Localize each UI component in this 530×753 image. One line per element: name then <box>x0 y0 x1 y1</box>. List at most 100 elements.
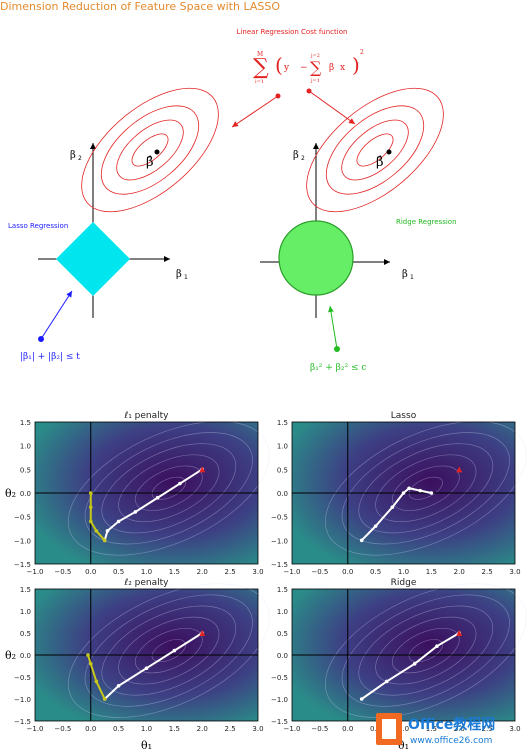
cost-formula: M ∑ i=1 ( y − j=2 ∑ j=1 β x ) 2 <box>253 49 364 85</box>
target-marker <box>456 630 463 636</box>
cost-label: Linear Regression Cost function <box>237 28 348 36</box>
y-tick: 1.5 <box>277 586 288 594</box>
svg-text:β: β <box>329 63 334 73</box>
plot-xlabel: θ₁ <box>141 739 152 752</box>
data-point <box>88 519 93 524</box>
svg-text:y: y <box>283 63 290 73</box>
x-tick: 0.0 <box>342 725 353 733</box>
svg-text:Office教程网: Office教程网 <box>408 716 495 733</box>
svg-text:): ) <box>352 53 360 77</box>
data-point <box>390 505 395 510</box>
x-tick: 2.5 <box>225 725 236 733</box>
svg-text:∑: ∑ <box>253 55 269 80</box>
left-contours <box>81 87 219 213</box>
x-tick: −1.0 <box>27 568 44 576</box>
target-marker <box>199 630 206 636</box>
target-marker <box>199 466 206 473</box>
ridge-label: Ridge Regression <box>396 218 457 226</box>
x-tick: −1.0 <box>284 725 301 733</box>
svg-text:β: β <box>402 269 408 280</box>
data-point <box>401 491 406 495</box>
svg-text:∑: ∑ <box>310 58 322 77</box>
x-tick: 0.5 <box>113 568 124 576</box>
right-contours <box>306 87 444 213</box>
data-point <box>429 491 434 495</box>
plot-title: ℓ₁ penalty <box>123 411 169 421</box>
data-point <box>133 510 138 514</box>
y-tick: 0.0 <box>277 652 288 660</box>
svg-text:2: 2 <box>301 155 305 162</box>
x-tick: 2.5 <box>482 568 493 576</box>
svg-text:2: 2 <box>360 49 364 56</box>
data-point <box>172 648 177 653</box>
plot-title: ℓ₂ penalty <box>123 578 169 588</box>
x-tick: 0.5 <box>113 725 124 733</box>
data-point <box>359 697 364 701</box>
x-tick: −0.5 <box>311 725 328 733</box>
data-point <box>178 481 182 486</box>
y-tick: −1.5 <box>14 561 31 569</box>
x-tick: −1.0 <box>27 725 44 733</box>
data-point <box>105 529 110 533</box>
x-tick: −0.5 <box>54 568 71 576</box>
svg-text:x: x <box>340 63 345 73</box>
data-point <box>86 653 90 657</box>
svg-text:(: ( <box>275 53 283 77</box>
x-tick: 1.5 <box>426 725 437 733</box>
data-point <box>359 538 364 543</box>
x-tick: 2.0 <box>197 568 208 576</box>
x-tick: 3.0 <box>252 568 263 576</box>
y-tick: −1.0 <box>271 537 288 545</box>
watermark-logo: Office教程网 www.office26.com <box>376 709 526 749</box>
y-tick: −1.0 <box>14 696 31 704</box>
svg-text:β: β <box>176 269 182 280</box>
series-line <box>87 654 106 700</box>
data-point <box>94 679 99 684</box>
page-title: Dimension Reduction of Feature Space wit… <box>0 0 280 13</box>
y-tick: 0.0 <box>20 490 31 498</box>
x-tick: 1.5 <box>169 568 180 576</box>
y-tick: 0.5 <box>277 466 288 474</box>
plots-group: ℓ₁ penaltyθ₂1.51.00.50.0−0.5−1.0−1.5−1.0… <box>5 411 527 752</box>
data-point <box>94 529 99 533</box>
data-point <box>418 488 423 493</box>
x-tick: 2.5 <box>482 725 493 733</box>
x-tick: 0.5 <box>370 725 381 733</box>
y-tick: 1.0 <box>277 608 288 616</box>
x-tick: 1.5 <box>169 725 180 733</box>
data-point <box>155 495 160 500</box>
svg-text:j=1: j=1 <box>310 78 320 84</box>
plot-xlabel: θ₁ <box>398 739 409 752</box>
svg-text:β: β <box>70 150 76 161</box>
data-point <box>102 697 107 701</box>
data-point <box>384 679 389 684</box>
svg-text:M: M <box>257 51 263 58</box>
y-tick: 1.0 <box>20 608 31 616</box>
y-tick: 0.0 <box>277 490 288 498</box>
x-tick: 1.0 <box>141 725 152 733</box>
x-tick: 3.0 <box>252 725 263 733</box>
data-point <box>88 505 93 510</box>
x-tick: 2.5 <box>225 568 236 576</box>
x-tick: −1.0 <box>284 568 301 576</box>
y-tick: −1.0 <box>271 696 288 704</box>
y-tick: −1.5 <box>271 718 288 726</box>
data-point <box>373 524 378 528</box>
svg-text:www.office26.com: www.office26.com <box>410 736 492 746</box>
x-tick: 2.0 <box>454 568 465 576</box>
y-tick: −1.5 <box>14 718 31 726</box>
data-point <box>412 662 417 666</box>
svg-text:j=2: j=2 <box>310 53 320 59</box>
y-tick: −0.5 <box>271 514 288 522</box>
ridge-constraint: β₁² + β₂² ≤ c <box>310 363 366 373</box>
y-tick: 0.0 <box>20 652 31 660</box>
svg-text:−: − <box>300 63 308 73</box>
x-tick: 1.0 <box>141 568 152 576</box>
plot-title: Lasso <box>391 411 417 421</box>
plot-ylabel: θ₂ <box>5 649 16 662</box>
lasso-label: Lasso Regression <box>8 222 68 230</box>
target-marker <box>456 466 463 473</box>
y-tick: −1.0 <box>14 537 31 545</box>
data-point <box>116 519 121 524</box>
